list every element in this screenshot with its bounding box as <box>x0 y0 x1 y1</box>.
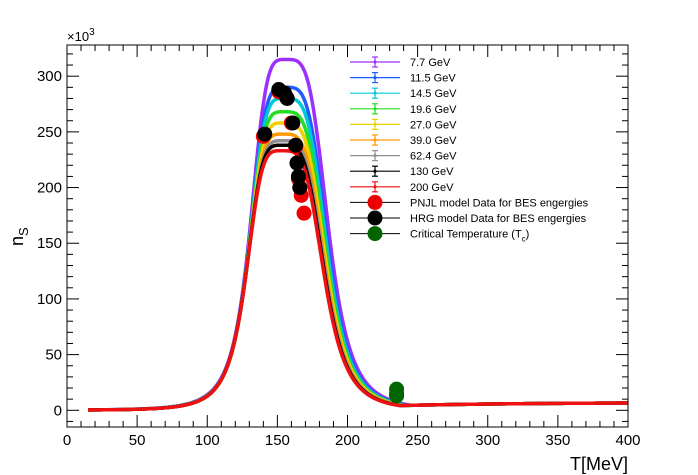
marker-point-3 <box>389 388 405 404</box>
y-tick-label: 0 <box>54 402 62 419</box>
series-line-4 <box>87 110 629 412</box>
legend-marker-3 <box>367 226 383 242</box>
series-line-2 <box>87 85 629 412</box>
legend-label-4: 19.6 GeV <box>410 104 457 116</box>
y-tick-label: 200 <box>37 180 62 197</box>
y-tick-label: 100 <box>37 291 62 308</box>
legend-marker-label-1: PNJL model Data for BES engergies <box>410 197 589 209</box>
legend-label-3: 14.5 GeV <box>410 88 457 100</box>
marker-point-1 <box>296 205 312 221</box>
marker-point-2 <box>290 168 306 184</box>
marker-point-2 <box>289 155 305 171</box>
legend-label-9: 200 GeV <box>410 182 454 194</box>
y-axis-title: nS <box>7 227 31 246</box>
x-tick-label: 200 <box>335 432 360 449</box>
marker-point-2 <box>279 90 295 106</box>
legend-dot <box>373 154 377 158</box>
series-line-9 <box>87 149 629 412</box>
legend-marker-label-2: HRG model Data for BES engergies <box>410 213 587 225</box>
legend-marker-1 <box>367 194 383 210</box>
series-curves <box>87 57 629 412</box>
legend-dot <box>373 91 377 95</box>
x-tick-label: 350 <box>545 432 570 449</box>
legend: 7.7 GeV 11.5 GeV 14.5 GeV 19.6 GeV 27.0 GeV 3… <box>350 56 589 244</box>
y-tick-label: 300 <box>37 68 62 85</box>
x-tick-label: 400 <box>615 432 640 449</box>
legend-label-5: 27.0 GeV <box>410 119 457 131</box>
legend-dot <box>373 76 377 80</box>
legend-label-8: 130 GeV <box>410 166 454 178</box>
x-tick-label: 250 <box>405 432 430 449</box>
legend-marker-2 <box>367 210 383 226</box>
marker-point-2 <box>288 137 304 153</box>
legend-marker-label-3: Critical Temperature (Tc) <box>410 229 529 244</box>
marker-point-2 <box>257 126 273 142</box>
series-line-1 <box>87 57 629 412</box>
legend-dot <box>373 169 377 173</box>
legend-dot <box>373 138 377 142</box>
y-tick-label: 50 <box>45 347 62 364</box>
x-tick-label: 150 <box>265 432 290 449</box>
x-tick-label: 0 <box>63 432 71 449</box>
x-tick-label: 50 <box>129 432 146 449</box>
x-tick-label: 300 <box>475 432 500 449</box>
y-tick-label: 150 <box>37 235 62 252</box>
y-exponent-label: ×103 <box>67 27 95 44</box>
axes: 0 50 100 150 200 250 300 350 400 0 50 100 150 200 250 3… <box>37 45 641 449</box>
series-line-3 <box>87 96 629 412</box>
legend-dot <box>373 185 377 189</box>
legend-dot <box>373 122 377 126</box>
x-axis-title: T[MeV] <box>570 454 628 474</box>
legend-label-7: 62.4 GeV <box>410 151 457 163</box>
legend-label-1: 7.7 GeV <box>410 57 451 69</box>
y-tick-label: 250 <box>37 124 62 141</box>
legend-label-6: 39.0 GeV <box>410 135 457 147</box>
legend-label-2: 11.5 GeV <box>410 73 456 85</box>
marker-point-2 <box>292 180 308 196</box>
legend-dot <box>373 60 377 64</box>
marker-point-2 <box>285 115 301 131</box>
legend-dot <box>373 107 377 111</box>
marker-points <box>255 82 405 404</box>
x-tick-label: 100 <box>195 432 220 449</box>
